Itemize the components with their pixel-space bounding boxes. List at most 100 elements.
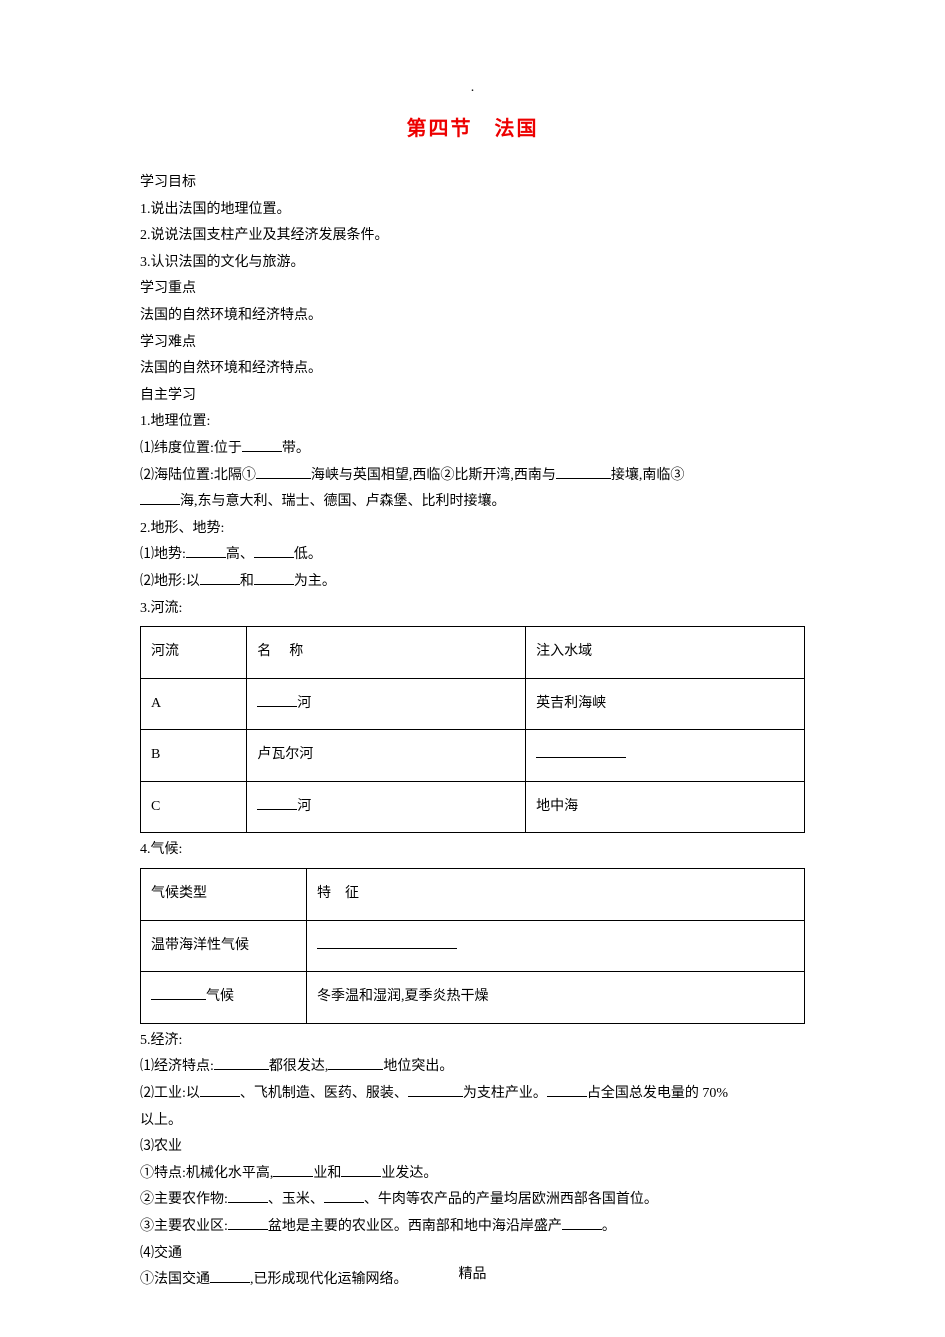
table-row: A 河 英吉利海峡 — [141, 678, 805, 730]
table-cell: B — [141, 730, 247, 782]
economy-agri-crops: ②主要农作物:、玉米、、牛肉等农产品的产量均居欧洲西部各国首位。 — [140, 1187, 805, 1214]
table-header-cell: 气候类型 — [141, 869, 307, 921]
table-header-cell: 注入水域 — [526, 627, 805, 679]
blank-field[interactable] — [341, 1164, 381, 1177]
blank-field[interactable] — [257, 797, 297, 810]
economy-industry-line: ⑵工业:以 、飞机制造、医药、服装、 为支柱产业。 占全国总发电量的 70% — [140, 1081, 805, 1108]
blank-field[interactable] — [273, 1164, 313, 1177]
table-cell: C — [141, 781, 247, 833]
economy-agri-region: ③主要农业区: 盆地是主要的农业区。西南部和地中海沿岸盛产 。 — [140, 1214, 805, 1241]
geo-heading: 1.地理位置: — [140, 409, 805, 436]
blank-field[interactable] — [200, 572, 240, 585]
table-header-cell: 河流 — [141, 627, 247, 679]
table-row: 气候类型 特 征 — [141, 869, 805, 921]
objective-item: 3.认识法国的文化与旅游。 — [140, 250, 805, 277]
objective-item: 1.说出法国的地理位置。 — [140, 197, 805, 224]
table-cell: 地中海 — [526, 781, 805, 833]
climate-table: 气候类型 特 征 温带海洋性气候 气候 冬季温和湿润,夏季炎热干燥 — [140, 868, 805, 1024]
table-cell: 气候 — [141, 972, 307, 1024]
text-fragment: ③主要农业区: — [140, 1219, 228, 1234]
table-cell: 河 — [247, 781, 526, 833]
text-fragment: 接壤,南临③ — [611, 468, 685, 483]
blank-field[interactable] — [210, 1271, 250, 1284]
table-cell: 英吉利海峡 — [526, 678, 805, 730]
blank-field[interactable] — [228, 1191, 268, 1204]
table-cell: 卢瓦尔河 — [247, 730, 526, 782]
blank-field[interactable] — [214, 1058, 269, 1071]
text-fragment: 名称 — [257, 644, 321, 659]
blank-field[interactable] — [408, 1084, 463, 1097]
blank-field[interactable] — [242, 439, 282, 452]
text-fragment: 盆地是主要的农业区。西南部和地中海沿岸盛产 — [268, 1219, 562, 1234]
blank-field[interactable] — [254, 546, 294, 559]
blank-field[interactable] — [257, 694, 297, 707]
economy-feature-line: ⑴经济特点: 都很发达, 地位突出。 — [140, 1054, 805, 1081]
blank-field[interactable] — [547, 1084, 587, 1097]
blank-field[interactable] — [536, 746, 626, 759]
geo-latitude-line: ⑴纬度位置:位于带。 — [140, 436, 805, 463]
climate-heading: 4.气候: — [140, 837, 805, 864]
objective-item: 2.说说法国支柱产业及其经济发展条件。 — [140, 223, 805, 250]
rivers-heading: 3.河流: — [140, 596, 805, 623]
difficulty-heading: 学习难点 — [140, 330, 805, 357]
table-header-cell: 特 征 — [307, 869, 805, 921]
economy-agri-heading: ⑶农业 — [140, 1134, 805, 1161]
table-cell: 温带海洋性气候 — [141, 920, 307, 972]
table-header-cell: 名称 — [247, 627, 526, 679]
text-fragment: 为支柱产业。 — [463, 1086, 547, 1101]
text-fragment: 都很发达, — [269, 1059, 329, 1074]
table-cell: 河 — [247, 678, 526, 730]
text-fragment: 和 — [240, 574, 254, 589]
terrain-relief-line: ⑴地势:高、低。 — [140, 542, 805, 569]
keypoints-text: 法国的自然环境和经济特点。 — [140, 303, 805, 330]
text-fragment: ①法国交通 — [140, 1272, 210, 1287]
blank-field[interactable] — [324, 1191, 364, 1204]
blank-field[interactable] — [140, 493, 180, 506]
text-fragment: 占全国总发电量的 70% — [587, 1086, 728, 1101]
section-title: 第四节 法国 — [140, 110, 805, 148]
geo-sea-line-2: 海,东与意大利、瑞士、德国、卢森堡、比利时接壤。 — [140, 489, 805, 516]
geo-sea-line: ⑵海陆位置:北隔①海峡与英国相望,西临②比斯开湾,西南与接壤,南临③ — [140, 463, 805, 490]
text-fragment: 地位突出。 — [383, 1059, 453, 1074]
text-fragment: 。 — [602, 1219, 616, 1234]
blank-field[interactable] — [200, 1084, 240, 1097]
blank-field[interactable] — [254, 572, 294, 585]
text-fragment: 河 — [297, 799, 311, 814]
difficulty-text: 法国的自然环境和经济特点。 — [140, 356, 805, 383]
text-fragment: 、飞机制造、医药、服装、 — [240, 1086, 408, 1101]
rivers-table: 河流 名称 注入水域 A 河 英吉利海峡 B 卢瓦尔河 C 河 地中海 — [140, 626, 805, 833]
text-fragment: 低。 — [294, 547, 322, 562]
text-fragment: 河 — [297, 696, 311, 711]
blank-field[interactable] — [256, 466, 311, 479]
table-row: B 卢瓦尔河 — [141, 730, 805, 782]
text-fragment: ⑵工业:以 — [140, 1086, 200, 1101]
blank-field[interactable] — [228, 1217, 268, 1230]
text-fragment: 业和 — [313, 1166, 341, 1181]
text-fragment: 海,东与意大利、瑞士、德国、卢森堡、比利时接壤。 — [180, 494, 506, 509]
economy-agri-feature: ①特点:机械化水平高, 业和 业发达。 — [140, 1161, 805, 1188]
blank-field[interactable] — [317, 936, 457, 949]
table-cell: A — [141, 678, 247, 730]
table-cell — [526, 730, 805, 782]
selfstudy-heading: 自主学习 — [140, 383, 805, 410]
footer-label: 精品 — [459, 1262, 487, 1289]
text-fragment: ②主要农作物: — [140, 1192, 228, 1207]
blank-field[interactable] — [186, 546, 226, 559]
table-row: 气候 冬季温和湿润,夏季炎热干燥 — [141, 972, 805, 1024]
text-fragment: ⑴地势: — [140, 547, 186, 562]
blank-field[interactable] — [328, 1058, 383, 1071]
text-fragment: ⑴经济特点: — [140, 1059, 214, 1074]
text-fragment: ,已形成现代化运输网络。 — [250, 1272, 408, 1287]
blank-field[interactable] — [562, 1217, 602, 1230]
text-fragment: ①特点:机械化水平高, — [140, 1166, 273, 1181]
header-dot: . — [471, 75, 475, 102]
blank-field[interactable] — [556, 466, 611, 479]
economy-industry-line-2: 以上。 — [140, 1108, 805, 1135]
blank-field[interactable] — [151, 988, 206, 1001]
keypoints-heading: 学习重点 — [140, 276, 805, 303]
objectives-heading: 学习目标 — [140, 170, 805, 197]
terrain-heading: 2.地形、地势: — [140, 516, 805, 543]
text-fragment: 业发达。 — [381, 1166, 437, 1181]
table-row: C 河 地中海 — [141, 781, 805, 833]
text-fragment: 为主。 — [294, 574, 336, 589]
